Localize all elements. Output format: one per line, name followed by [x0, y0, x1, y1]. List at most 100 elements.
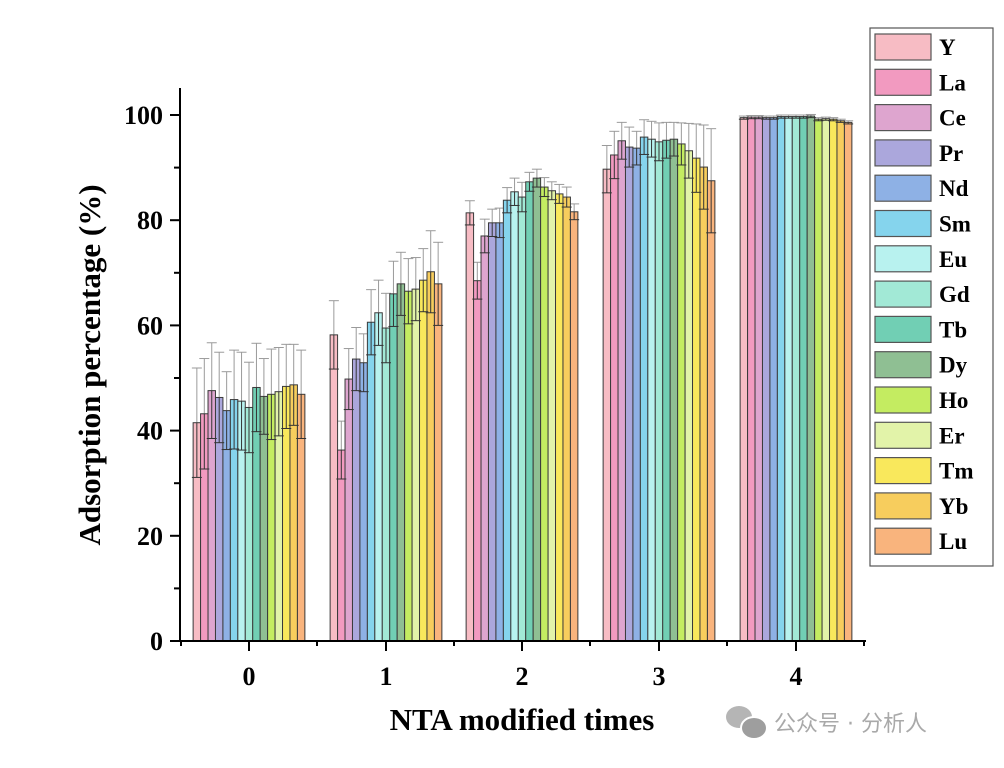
bars-layer: [191, 113, 854, 642]
legend-label-y: Y: [939, 35, 956, 60]
bar-ce-2: [480, 235, 489, 642]
legend-label-la: La: [939, 70, 966, 95]
bar-gd-1: [381, 327, 391, 642]
bar-ce-1: [344, 378, 353, 642]
bar-yb-2: [562, 196, 571, 642]
legend-label-sm: Sm: [939, 212, 971, 237]
legend-label-dy: Dy: [939, 353, 968, 378]
x-ticks: 0 1 2 3 4: [180, 641, 865, 691]
legend-label-ce: Ce: [939, 106, 966, 131]
bar-ce-4: [754, 116, 763, 642]
bar-gd-4: [791, 116, 801, 642]
legend-swatch-yb: [874, 492, 932, 520]
bar-nd-3: [632, 147, 641, 642]
bar-tb-2: [525, 181, 534, 642]
bar-y-1: [329, 334, 339, 642]
bar-dy-2: [532, 177, 542, 642]
bar-yb-1: [426, 271, 435, 642]
bar-tb-4: [799, 116, 808, 642]
bar-ho-1: [404, 290, 413, 642]
bar-yb-4: [836, 120, 845, 642]
y-tick-label: 100: [124, 101, 163, 130]
bar-nd-2: [495, 222, 504, 642]
x-axis-title: NTA modified times: [390, 702, 655, 737]
bar-ho-4: [814, 118, 823, 642]
y-tick-label: 20: [137, 522, 163, 551]
bar-dy-4: [806, 115, 816, 642]
x-tick-label: 3: [653, 662, 666, 691]
x-tick-label: 0: [243, 662, 256, 691]
bar-gd-3: [654, 141, 664, 642]
x-tick-label: 2: [516, 662, 529, 691]
bar-ho-2: [540, 186, 549, 642]
y-tick-label: 40: [137, 417, 163, 446]
bar-sm-2: [502, 199, 512, 642]
legend-label-er: Er: [939, 423, 965, 448]
bar-dy-1: [396, 283, 406, 642]
legend-swatch-ce: [874, 103, 932, 132]
bar-pr-3: [624, 146, 634, 642]
y-ticks: 0 20 40 60 80 100: [124, 101, 180, 656]
bar-lu-1: [433, 283, 443, 642]
legend-swatch-ho: [874, 386, 932, 414]
bar-y-2: [465, 212, 475, 642]
bar-tb-1: [389, 293, 398, 642]
bar-er-4: [821, 118, 831, 642]
bar-er-2: [547, 190, 557, 642]
legend-swatch-tb: [874, 315, 932, 343]
bar-lu-4: [843, 121, 853, 642]
watermark-text: 公众号 · 分析人: [774, 712, 927, 737]
legend-swatch-tm: [874, 457, 932, 485]
legend-swatch-y: [874, 33, 932, 61]
bar-eu-3: [647, 138, 656, 642]
legend-swatch-er: [874, 421, 932, 449]
bar-eu-1: [374, 312, 383, 642]
legend-swatch-gd: [874, 280, 932, 308]
bar-y-3: [602, 168, 612, 642]
legend-label-tm: Tm: [939, 459, 974, 484]
watermark: 公众号 · 分析人: [726, 706, 927, 740]
y-axis-title: Adsorption percentage (%): [72, 184, 107, 545]
bar-lu-3: [706, 180, 716, 642]
legend-label-pr: Pr: [939, 141, 963, 166]
bar-yb-3: [699, 166, 708, 642]
bar-ce-3: [617, 140, 626, 642]
y-tick-label: 80: [137, 206, 163, 235]
legend-label-ho: Ho: [939, 388, 968, 413]
bar-pr-1: [351, 358, 361, 642]
bar-nd-4: [769, 117, 778, 642]
legend-label-tb: Tb: [939, 317, 967, 342]
bar-lu-2: [569, 211, 579, 642]
bar-tb-3: [662, 139, 671, 642]
bar-sm-4: [776, 116, 786, 642]
bar-la-2: [473, 280, 482, 642]
legend-swatch-pr: [874, 139, 932, 167]
bar-y-4: [739, 117, 749, 642]
bar-er-3: [684, 150, 694, 642]
bar-er-1: [411, 288, 421, 642]
bar-pr-4: [761, 117, 771, 642]
bar-eu-4: [784, 116, 793, 642]
legend-label-lu: Lu: [939, 529, 967, 554]
legend: Y La Ce Pr Nd Sm Eu Gd Tb Dy Ho Er Tm Yb Lu: [869, 27, 994, 567]
y-tick-label: 60: [137, 311, 163, 340]
bar-tm-2: [555, 193, 564, 642]
bar-pr-2: [487, 222, 497, 642]
legend-label-eu: Eu: [939, 247, 967, 272]
bar-sm-3: [639, 136, 649, 642]
legend-label-nd: Nd: [939, 176, 969, 201]
wechat-icon: [726, 706, 768, 740]
bar-tm-1: [419, 279, 428, 642]
x-tick-label: 4: [790, 662, 803, 691]
bar-ho-3: [677, 143, 686, 642]
bar-gd-2: [517, 196, 527, 642]
bar-sm-1: [366, 321, 376, 642]
legend-swatch-sm: [874, 209, 932, 238]
bar-la-4: [747, 116, 756, 642]
legend-swatch-eu: [874, 245, 932, 273]
x-tick-label: 1: [380, 662, 393, 691]
legend-swatch-la: [874, 68, 932, 96]
bar-nd-1: [359, 362, 368, 642]
legend-swatch-lu: [874, 527, 932, 555]
